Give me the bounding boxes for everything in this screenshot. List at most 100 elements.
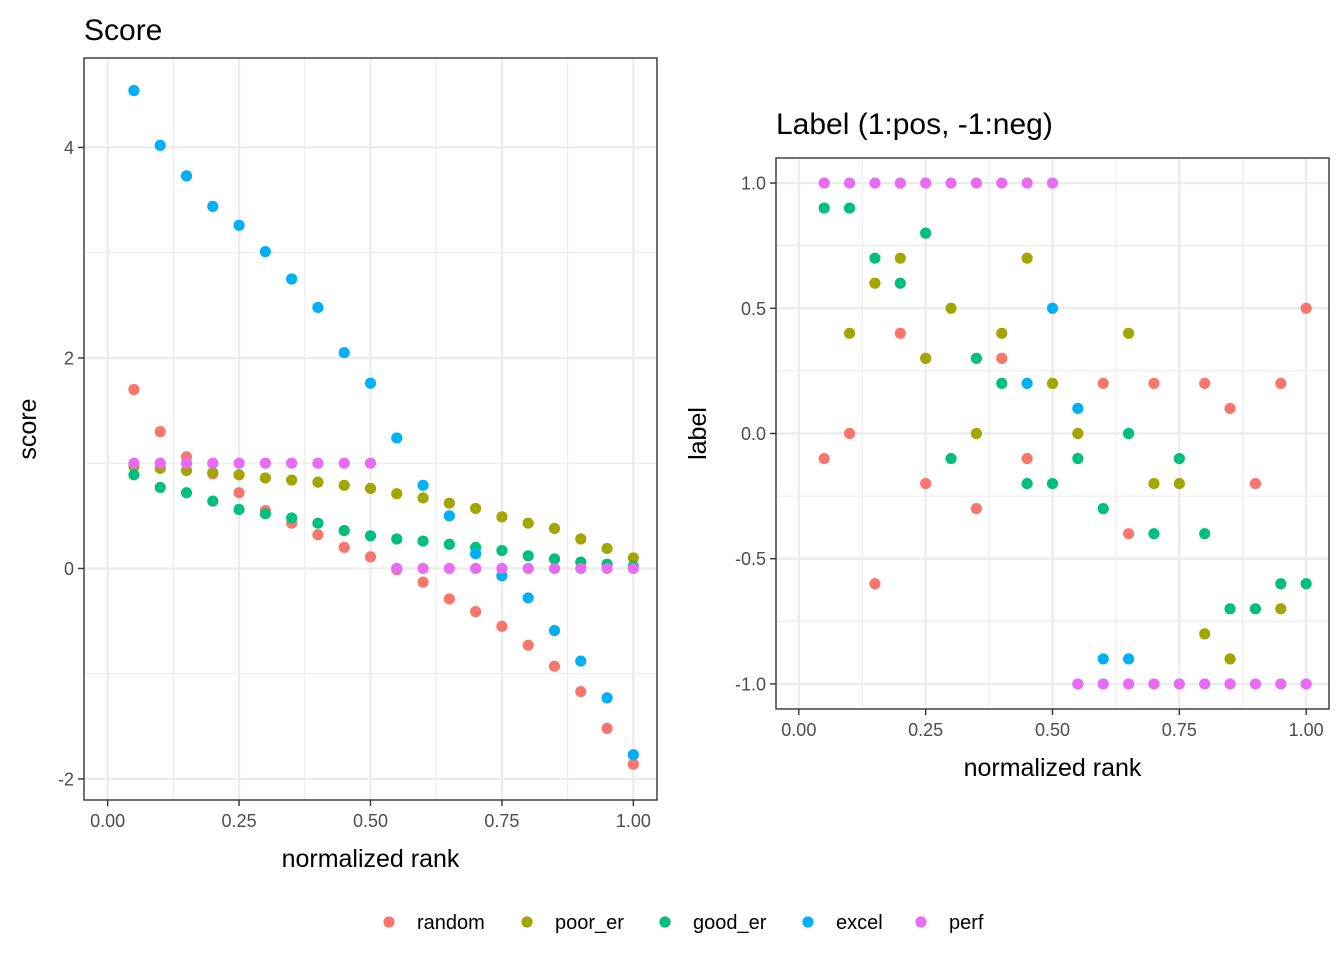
point-perf [417,562,429,575]
point-perf [970,177,982,189]
x-axis-title: normalized rank [282,845,460,873]
point-excel [1123,653,1135,665]
x-tick-label: 1.00 [1289,720,1324,740]
point-perf [1148,678,1160,690]
point-good_er [312,517,324,529]
point-excel [128,85,140,97]
point-poor_er [470,502,482,515]
point-good_er [1224,603,1236,615]
point-perf [920,177,932,189]
point-good_er [207,495,219,507]
point-perf [1275,678,1287,690]
point-perf [180,457,193,469]
point-poor_er [1148,477,1160,490]
y-tick-label: 2 [64,348,74,368]
point-poor_er [575,533,587,545]
legend-label-poor_er: poor_er [555,912,624,934]
point-perf [575,562,587,575]
point-perf [154,457,166,469]
point-good_er [286,512,298,524]
point-poor_er [233,469,245,481]
point-good_er [496,544,508,557]
point-poor_er [1021,252,1033,264]
point-perf [843,177,856,189]
point-perf [996,177,1008,189]
point-perf [338,457,350,469]
point-good_er [894,277,906,289]
point-excel [548,624,561,637]
point-random [601,722,613,735]
point-good_er [128,469,140,481]
point-good_er [996,377,1008,390]
label-panel: 0.00 0.25 0.50 0.75 1.00 -1.0 -0.5 0.0 0.5 1.0 nor… [684,108,1330,782]
y-tick-label: 0.5 [741,299,766,319]
point-poor_er [996,327,1008,339]
point-perf [1021,177,1033,189]
point-poor_er [207,467,219,479]
point-perf [1097,678,1109,690]
point-random [818,452,830,465]
point-excel [601,692,613,704]
point-perf [945,177,957,189]
legend: random poor_er good_er excel perf [383,912,984,934]
point-perf [496,562,508,575]
y-tick-label: 1.0 [741,174,766,194]
point-excel [1046,302,1059,314]
point-poor_er [945,302,957,314]
point-random [338,541,350,554]
point-good_er [548,553,561,565]
point-perf [312,457,324,469]
point-good_er [338,524,350,537]
point-random [470,606,482,618]
point-poor_er [548,522,561,535]
score-panel: 0.00 0.25 0.50 0.75 1.00 -2 0 2 4 normalized rank… [14,14,658,873]
point-poor_er [1123,327,1135,339]
point-excel [627,749,639,761]
point-poor_er [894,252,906,264]
point-good_er [522,550,534,562]
point-perf [818,177,830,189]
point-excel [207,200,219,212]
point-poor_er [364,482,377,495]
point-poor_er [920,352,932,364]
point-random [312,529,324,541]
point-poor_er [970,427,982,440]
point-good_er [945,452,957,465]
point-excel [286,273,298,285]
point-excel [443,510,455,522]
point-random [1300,302,1312,314]
point-random [1199,377,1211,390]
point-poor_er [522,517,534,529]
point-perf [627,562,639,575]
point-random [1021,452,1033,465]
point-poor_er [843,327,856,339]
point-poor_er [338,479,350,491]
point-excel [233,219,245,231]
point-good_er [970,352,982,364]
point-perf [1199,678,1211,690]
legend-key-poor_er [521,916,533,928]
point-random [843,427,856,440]
legend-key-perf [915,916,927,928]
legend-key-excel [802,916,814,928]
point-random [575,685,587,698]
point-good_er [417,535,429,547]
point-perf [1224,678,1236,690]
point-poor_er [627,552,639,564]
point-good_er [869,252,881,264]
point-poor_er [312,476,324,488]
point-excel [364,377,377,389]
point-random [970,503,982,515]
x-axis-title: normalized rank [964,754,1142,782]
y-tick-label: -0.5 [735,549,766,569]
point-good_er [233,503,245,516]
point-perf [1072,678,1084,690]
x-tick-label: 0.50 [353,811,388,831]
point-perf [1173,678,1185,690]
point-poor_er [1275,603,1287,615]
point-random [364,551,377,563]
x-tick-label: 0.00 [90,811,125,831]
point-excel [154,139,166,151]
